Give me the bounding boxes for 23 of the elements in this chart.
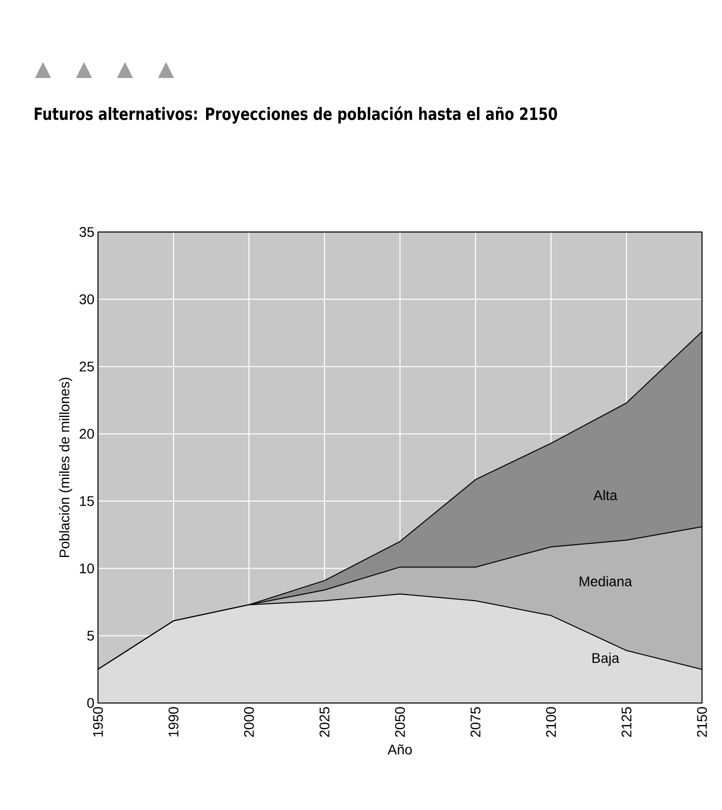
x-tick-label: 2100 (546, 707, 556, 737)
y-tick-label: 30 (79, 294, 94, 304)
x-tick-label: 2150 (697, 707, 707, 737)
y-tick-label: 25 (80, 362, 94, 372)
y-tick-label: 5 (87, 630, 94, 641)
x-tick-label: 2025 (320, 707, 330, 737)
series-label: Mediana (580, 576, 632, 586)
x-tick-label: 2050 (395, 707, 405, 737)
series-label: Baja (592, 652, 620, 666)
y-tick-label: 20 (80, 428, 94, 439)
x-tick-label: 2075 (470, 707, 480, 737)
x-axis-title: Año (388, 744, 412, 755)
y-tick-label: 10 (80, 563, 94, 574)
x-tick-label: 2000 (244, 707, 254, 737)
y-tick-label: 35 (79, 227, 94, 237)
y-tick-label: 15 (80, 496, 94, 506)
y-tick-label: 0 (87, 698, 94, 708)
chart-title: Futuros alternativos: Proyecciones de población hasta el año 2150 (34, 106, 558, 124)
x-tick-label: 1990 (168, 707, 178, 736)
y-axis-title: Población (miles de millones) (58, 378, 72, 558)
series-label: Alta (593, 490, 618, 500)
x-tick-label: 2125 (622, 707, 632, 737)
x-tick-label: 1950 (93, 707, 103, 736)
